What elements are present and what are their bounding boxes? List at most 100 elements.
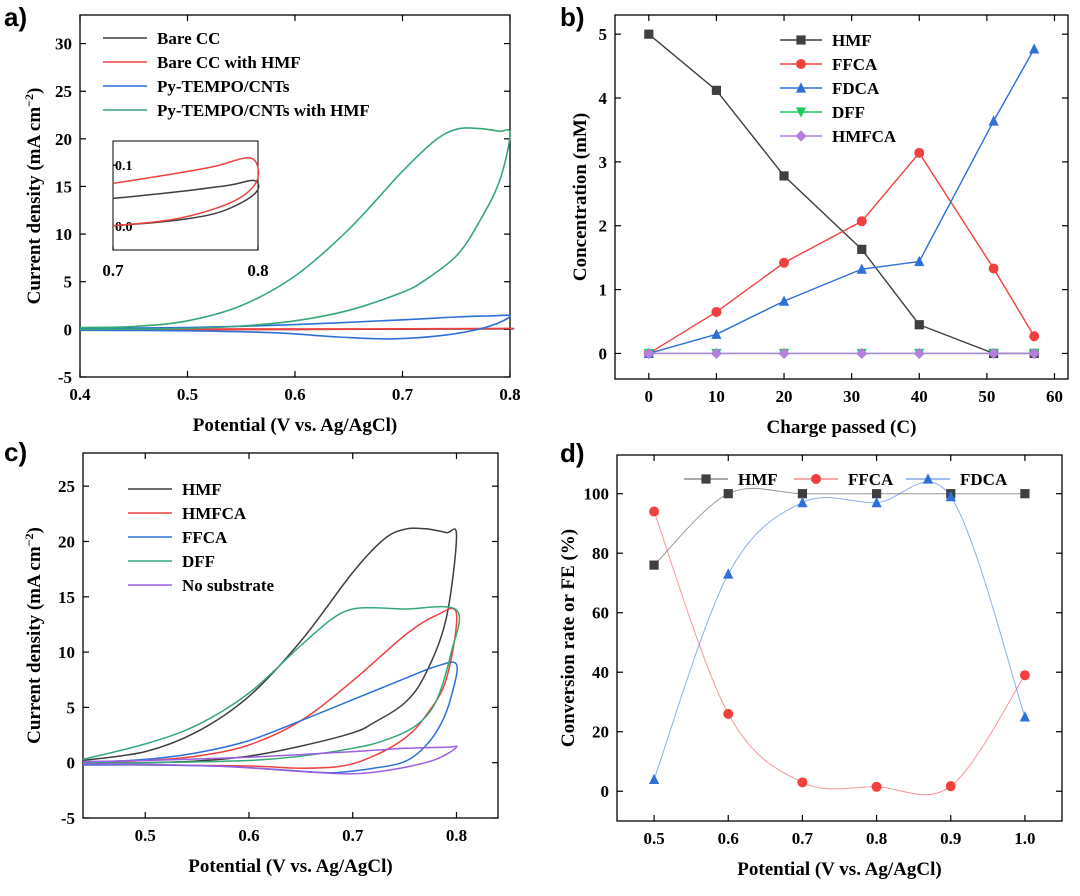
x-tick-label: 0.8	[446, 826, 467, 845]
data-point	[797, 489, 808, 499]
x-tick-label: 0.8	[866, 829, 887, 848]
data-point	[778, 347, 790, 360]
x-axis-label: Potential (V vs. Ag/AgCl)	[193, 415, 397, 436]
data-point	[648, 773, 660, 784]
y-tick-label: 80	[592, 544, 609, 563]
x-tick-label: 0.5	[135, 826, 156, 845]
data-point	[913, 347, 925, 360]
legend-label: HMFCA	[182, 504, 247, 523]
y-tick-label: 3	[599, 153, 608, 172]
data-point	[711, 306, 722, 317]
panel-c: 0.5 0.6 0.7 0.8 -5 0 5 10 15 20 25 Potential (V vs.…	[4, 437, 499, 877]
legend-label: DFF	[832, 103, 865, 122]
legend-label: FFCA	[182, 528, 228, 547]
legend-c: HMF HMFCA FFCA DFF No substrate	[128, 480, 275, 595]
cv-loop	[79, 127, 511, 331]
y-tick-label: 60	[592, 604, 609, 623]
x-axis-label: Potential (V vs. Ag/AgCl)	[188, 856, 392, 877]
series-ffca	[643, 147, 1040, 359]
legend-label: Py-TEMPO/CNTs with HMF	[157, 101, 370, 120]
data-point	[945, 781, 956, 792]
legend-label: FDCA	[832, 79, 880, 98]
x-tick-label: 0.4	[69, 385, 91, 404]
y-tick-label: 0	[64, 320, 73, 339]
data-point	[857, 244, 867, 254]
legend-label: HMF	[182, 480, 222, 499]
y-axis-label: Current density (mA cm−2)	[22, 88, 45, 305]
legend-label: FFCA	[832, 55, 878, 74]
data-point	[723, 568, 734, 579]
inset: 0.7 0.8 0.0 0.1	[102, 140, 269, 280]
panel-a: 0.4 0.5 0.6 0.7 0.8 -5 0 5 10 15 20 25 30 Potential (…	[4, 2, 521, 436]
series-line	[653, 487, 1025, 566]
y-tick-label: 1	[599, 281, 608, 300]
x-tick-label: 0.7	[392, 385, 414, 404]
data-point	[871, 489, 882, 499]
y-axis-label-text: Current density (mA cm	[24, 546, 45, 744]
series-line	[653, 481, 1026, 780]
data-point	[856, 347, 868, 360]
legend-label: FFCA	[848, 470, 894, 489]
data-point	[871, 497, 882, 508]
inset-y-tick-label: 0.0	[115, 220, 133, 235]
y-axis-label-superscript: −2	[22, 94, 36, 107]
x-tick-label: 0.7	[342, 826, 364, 845]
y-tick-label: 2	[599, 217, 608, 236]
series-fdca	[648, 481, 1031, 784]
legend-label: HMFCA	[832, 127, 897, 146]
y-tick-label: 40	[592, 663, 609, 682]
y-tick-label: -5	[61, 809, 75, 828]
y-tick-label: 15	[58, 588, 75, 607]
x-tick-label: 0.6	[718, 829, 739, 848]
x-axis-label: Potential (V vs. Ag/AgCl)	[737, 859, 941, 880]
x-tick-label: 10	[708, 387, 725, 406]
legend-marker	[796, 35, 806, 45]
legend-marker	[701, 474, 711, 484]
legend-label: Py-TEMPO/CNTs	[157, 77, 290, 96]
data-point	[710, 347, 723, 360]
data-point	[723, 489, 733, 499]
data-point	[644, 29, 654, 39]
y-tick-label: 15	[55, 177, 72, 196]
legend-marker	[922, 473, 934, 484]
x-tick-label: 0.9	[940, 829, 961, 848]
legend-marker	[811, 474, 821, 484]
y-tick-label: 20	[58, 532, 75, 551]
panel-d: 0.5 0.6 0.7 0.8 0.9 1.0 0 20 40 60 80 100 Potential …	[558, 438, 1063, 880]
cv-loop	[79, 314, 511, 340]
plot-frame	[614, 14, 1069, 380]
data-point	[723, 708, 734, 719]
data-point	[643, 347, 655, 360]
y-tick-label: 5	[64, 273, 73, 292]
y-axis-label-superscript: −2	[22, 533, 36, 546]
y-tick-label: -5	[58, 368, 72, 387]
x-tick-label: 0.7	[792, 829, 814, 848]
series-line	[648, 151, 1035, 355]
data-point	[871, 781, 882, 792]
panel-label: d)	[560, 438, 585, 468]
data-point	[914, 320, 924, 330]
plot-frame	[616, 454, 1063, 822]
series-line	[653, 511, 1026, 796]
data-point	[711, 85, 722, 95]
data-point	[649, 506, 660, 517]
x-tick-label: 60	[1046, 387, 1063, 406]
legend-marker	[796, 59, 806, 69]
panel-label: b)	[560, 2, 585, 32]
y-axis-label: Concentration (mM)	[570, 113, 591, 281]
data-point	[1019, 670, 1030, 681]
series-hmfca	[643, 347, 1040, 360]
panel-label: a)	[4, 2, 27, 32]
inset-x-tick-label: 0.7	[102, 261, 124, 280]
y-axis-label-close: )	[24, 527, 45, 533]
x-tick-label: 0	[645, 387, 654, 406]
y-axis-label-text: Current density (mA cm	[24, 107, 45, 305]
data-point	[1019, 711, 1031, 722]
data-point	[778, 295, 790, 306]
x-tick-label: 50	[978, 387, 995, 406]
legend-label: DFF	[182, 552, 215, 571]
legend-label: No substrate	[182, 576, 275, 595]
x-tick-label: 0.8	[499, 385, 520, 404]
legend-b: HMF FFCA FDCA DFF HMFCA	[780, 31, 897, 146]
